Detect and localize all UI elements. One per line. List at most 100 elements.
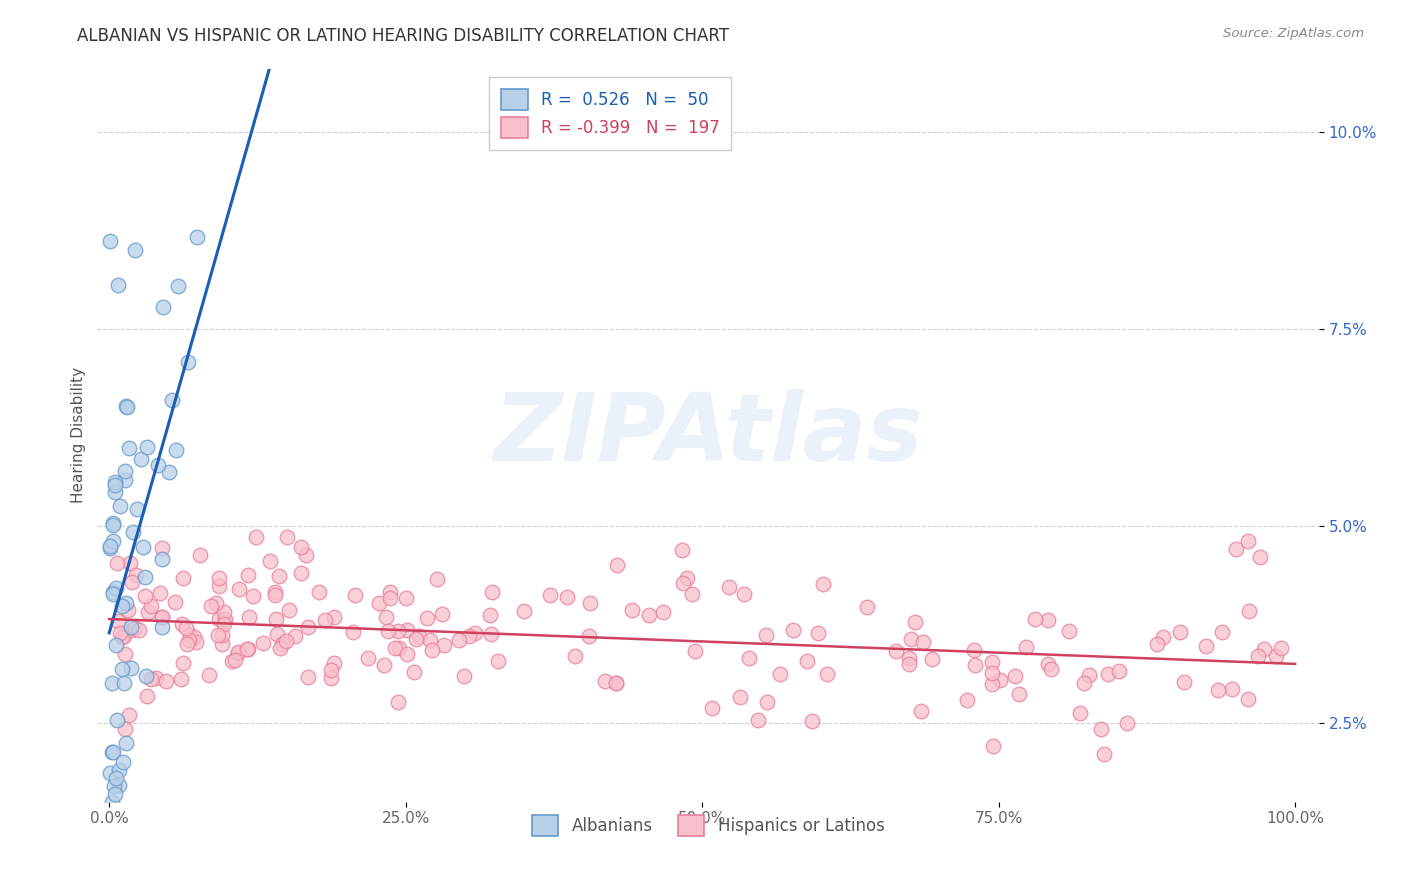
Point xyxy=(564,649,586,664)
Point xyxy=(380,584,402,599)
Point xyxy=(620,603,643,617)
Point xyxy=(125,568,148,582)
Point xyxy=(150,610,173,624)
Point xyxy=(169,672,191,686)
Point xyxy=(813,577,835,591)
Point xyxy=(236,642,259,657)
Point xyxy=(796,654,818,668)
Point xyxy=(981,677,1004,691)
Point xyxy=(900,632,922,646)
Point xyxy=(322,609,344,624)
Point xyxy=(200,599,222,613)
Point xyxy=(297,670,319,684)
Point xyxy=(160,393,183,408)
Point xyxy=(103,779,125,793)
Point xyxy=(242,589,264,603)
Point xyxy=(481,585,503,599)
Point xyxy=(956,692,979,706)
Point xyxy=(101,675,124,690)
Point xyxy=(738,650,761,665)
Point xyxy=(980,655,1002,669)
Point xyxy=(115,596,138,610)
Point xyxy=(426,572,449,586)
Point xyxy=(179,628,201,642)
Point xyxy=(1004,669,1026,683)
Point xyxy=(108,779,131,793)
Point xyxy=(238,641,260,656)
Point xyxy=(118,556,141,570)
Point xyxy=(101,745,124,759)
Point xyxy=(100,539,122,553)
Point xyxy=(1069,706,1091,720)
Point xyxy=(1236,534,1258,549)
Point xyxy=(884,644,907,658)
Point xyxy=(855,600,877,615)
Point xyxy=(139,599,162,613)
Point xyxy=(380,591,402,605)
Point xyxy=(538,588,561,602)
Point xyxy=(513,604,536,618)
Point xyxy=(115,399,138,413)
Point xyxy=(101,795,124,809)
Point xyxy=(1024,612,1046,626)
Point xyxy=(815,666,838,681)
Point xyxy=(453,669,475,683)
Point xyxy=(314,614,336,628)
Point xyxy=(377,624,399,639)
Point xyxy=(368,596,391,610)
Point xyxy=(264,585,287,599)
Point xyxy=(105,581,128,595)
Point xyxy=(1247,648,1270,663)
Point xyxy=(479,627,502,641)
Point xyxy=(167,279,190,293)
Point xyxy=(172,572,194,586)
Point xyxy=(700,701,723,715)
Point xyxy=(115,401,138,415)
Point xyxy=(1036,613,1059,627)
Point xyxy=(186,229,208,244)
Point xyxy=(323,657,346,671)
Point xyxy=(145,671,167,685)
Point xyxy=(197,667,219,681)
Point xyxy=(146,458,169,472)
Point xyxy=(308,584,330,599)
Point xyxy=(139,672,162,686)
Point xyxy=(344,589,367,603)
Point xyxy=(1073,676,1095,690)
Point xyxy=(107,763,129,777)
Point xyxy=(276,633,298,648)
Point xyxy=(1040,662,1063,676)
Point xyxy=(396,648,419,662)
Point xyxy=(134,570,156,584)
Point xyxy=(114,473,136,487)
Point xyxy=(1090,723,1112,737)
Point xyxy=(276,530,298,544)
Point xyxy=(728,690,751,704)
Point xyxy=(578,629,600,643)
Point xyxy=(177,633,200,648)
Point xyxy=(188,549,211,563)
Point xyxy=(449,632,471,647)
Point xyxy=(104,475,127,489)
Point xyxy=(270,637,292,651)
Point xyxy=(117,603,139,617)
Point xyxy=(911,635,934,649)
Point xyxy=(605,676,627,690)
Point xyxy=(105,714,128,728)
Point xyxy=(671,543,693,558)
Point xyxy=(207,628,229,642)
Point xyxy=(150,620,173,634)
Point xyxy=(457,629,479,643)
Point xyxy=(101,534,124,549)
Point xyxy=(1253,642,1275,657)
Point xyxy=(375,610,398,624)
Point xyxy=(433,639,456,653)
Point xyxy=(108,499,131,513)
Point xyxy=(150,541,173,556)
Point xyxy=(128,624,150,638)
Point xyxy=(478,607,501,622)
Point xyxy=(134,590,156,604)
Text: ZIPAtlas: ZIPAtlas xyxy=(494,389,922,481)
Point xyxy=(104,787,127,801)
Point xyxy=(384,641,406,656)
